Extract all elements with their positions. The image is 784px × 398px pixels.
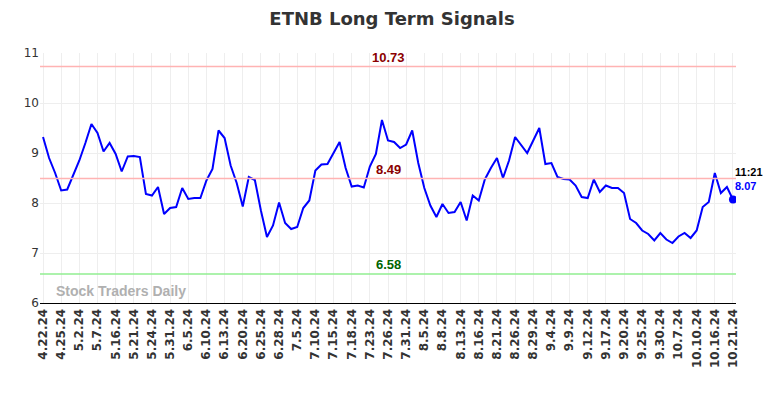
svg-text:7.18.24: 7.18.24 — [345, 309, 359, 360]
svg-text:10.21.24: 10.21.24 — [726, 309, 740, 368]
svg-text:5.31.24: 5.31.24 — [163, 309, 177, 360]
svg-text:10.7.24: 10.7.24 — [671, 309, 685, 360]
svg-text:10.10.24: 10.10.24 — [690, 309, 704, 368]
svg-text:8.29.24: 8.29.24 — [526, 309, 540, 360]
svg-text:5.21.24: 5.21.24 — [127, 309, 141, 360]
svg-text:11:21: 11:21 — [735, 166, 763, 178]
svg-text:6.13.24: 6.13.24 — [217, 309, 231, 360]
svg-text:9.17.24: 9.17.24 — [599, 309, 613, 360]
svg-text:9.20.24: 9.20.24 — [617, 309, 631, 360]
svg-text:5.24.24: 5.24.24 — [145, 309, 159, 360]
svg-text:8.21.24: 8.21.24 — [490, 309, 504, 360]
svg-text:8.07: 8.07 — [735, 180, 756, 192]
svg-text:8: 8 — [31, 196, 39, 210]
svg-text:6.5.24: 6.5.24 — [181, 309, 195, 352]
svg-text:5.16.24: 5.16.24 — [109, 309, 123, 360]
svg-text:8.16.24: 8.16.24 — [472, 309, 486, 360]
svg-text:9.30.24: 9.30.24 — [653, 309, 667, 360]
svg-text:8.5.24: 8.5.24 — [417, 309, 431, 352]
svg-text:11: 11 — [24, 46, 39, 60]
svg-text:6.58: 6.58 — [376, 257, 401, 272]
svg-text:7.10.24: 7.10.24 — [308, 309, 322, 360]
svg-text:6.20.24: 6.20.24 — [236, 309, 250, 360]
svg-text:8.13.24: 8.13.24 — [454, 309, 468, 360]
svg-text:7: 7 — [31, 246, 39, 260]
svg-text:7.5.24: 7.5.24 — [290, 309, 304, 352]
svg-text:Stock Traders Daily: Stock Traders Daily — [56, 283, 186, 299]
svg-text:8.26.24: 8.26.24 — [508, 309, 522, 360]
svg-text:10: 10 — [24, 96, 39, 110]
svg-text:9.25.24: 9.25.24 — [635, 309, 649, 360]
svg-text:6.25.24: 6.25.24 — [254, 309, 268, 360]
svg-text:9.4.24: 9.4.24 — [544, 309, 558, 352]
svg-text:5.7.24: 5.7.24 — [90, 309, 104, 352]
svg-text:4.22.24: 4.22.24 — [36, 309, 50, 360]
svg-text:6.10.24: 6.10.24 — [199, 309, 213, 360]
svg-text:8.49: 8.49 — [376, 162, 401, 177]
svg-text:4.25.24: 4.25.24 — [54, 309, 68, 360]
svg-text:6.28.24: 6.28.24 — [272, 309, 286, 360]
svg-text:ETNB Long Term Signals: ETNB Long Term Signals — [269, 8, 514, 29]
svg-text:5.2.24: 5.2.24 — [72, 309, 86, 352]
svg-text:7.15.24: 7.15.24 — [326, 309, 340, 360]
svg-text:7.31.24: 7.31.24 — [399, 309, 413, 360]
svg-text:6: 6 — [31, 296, 39, 310]
svg-text:10.16.24: 10.16.24 — [708, 309, 722, 368]
svg-text:9: 9 — [31, 146, 39, 160]
svg-text:8.8.24: 8.8.24 — [435, 309, 449, 352]
svg-text:9.12.24: 9.12.24 — [581, 309, 595, 360]
svg-text:7.26.24: 7.26.24 — [381, 309, 395, 360]
svg-text:9.9.24: 9.9.24 — [562, 309, 576, 352]
svg-text:10.73: 10.73 — [372, 50, 405, 65]
svg-text:7.23.24: 7.23.24 — [363, 309, 377, 360]
